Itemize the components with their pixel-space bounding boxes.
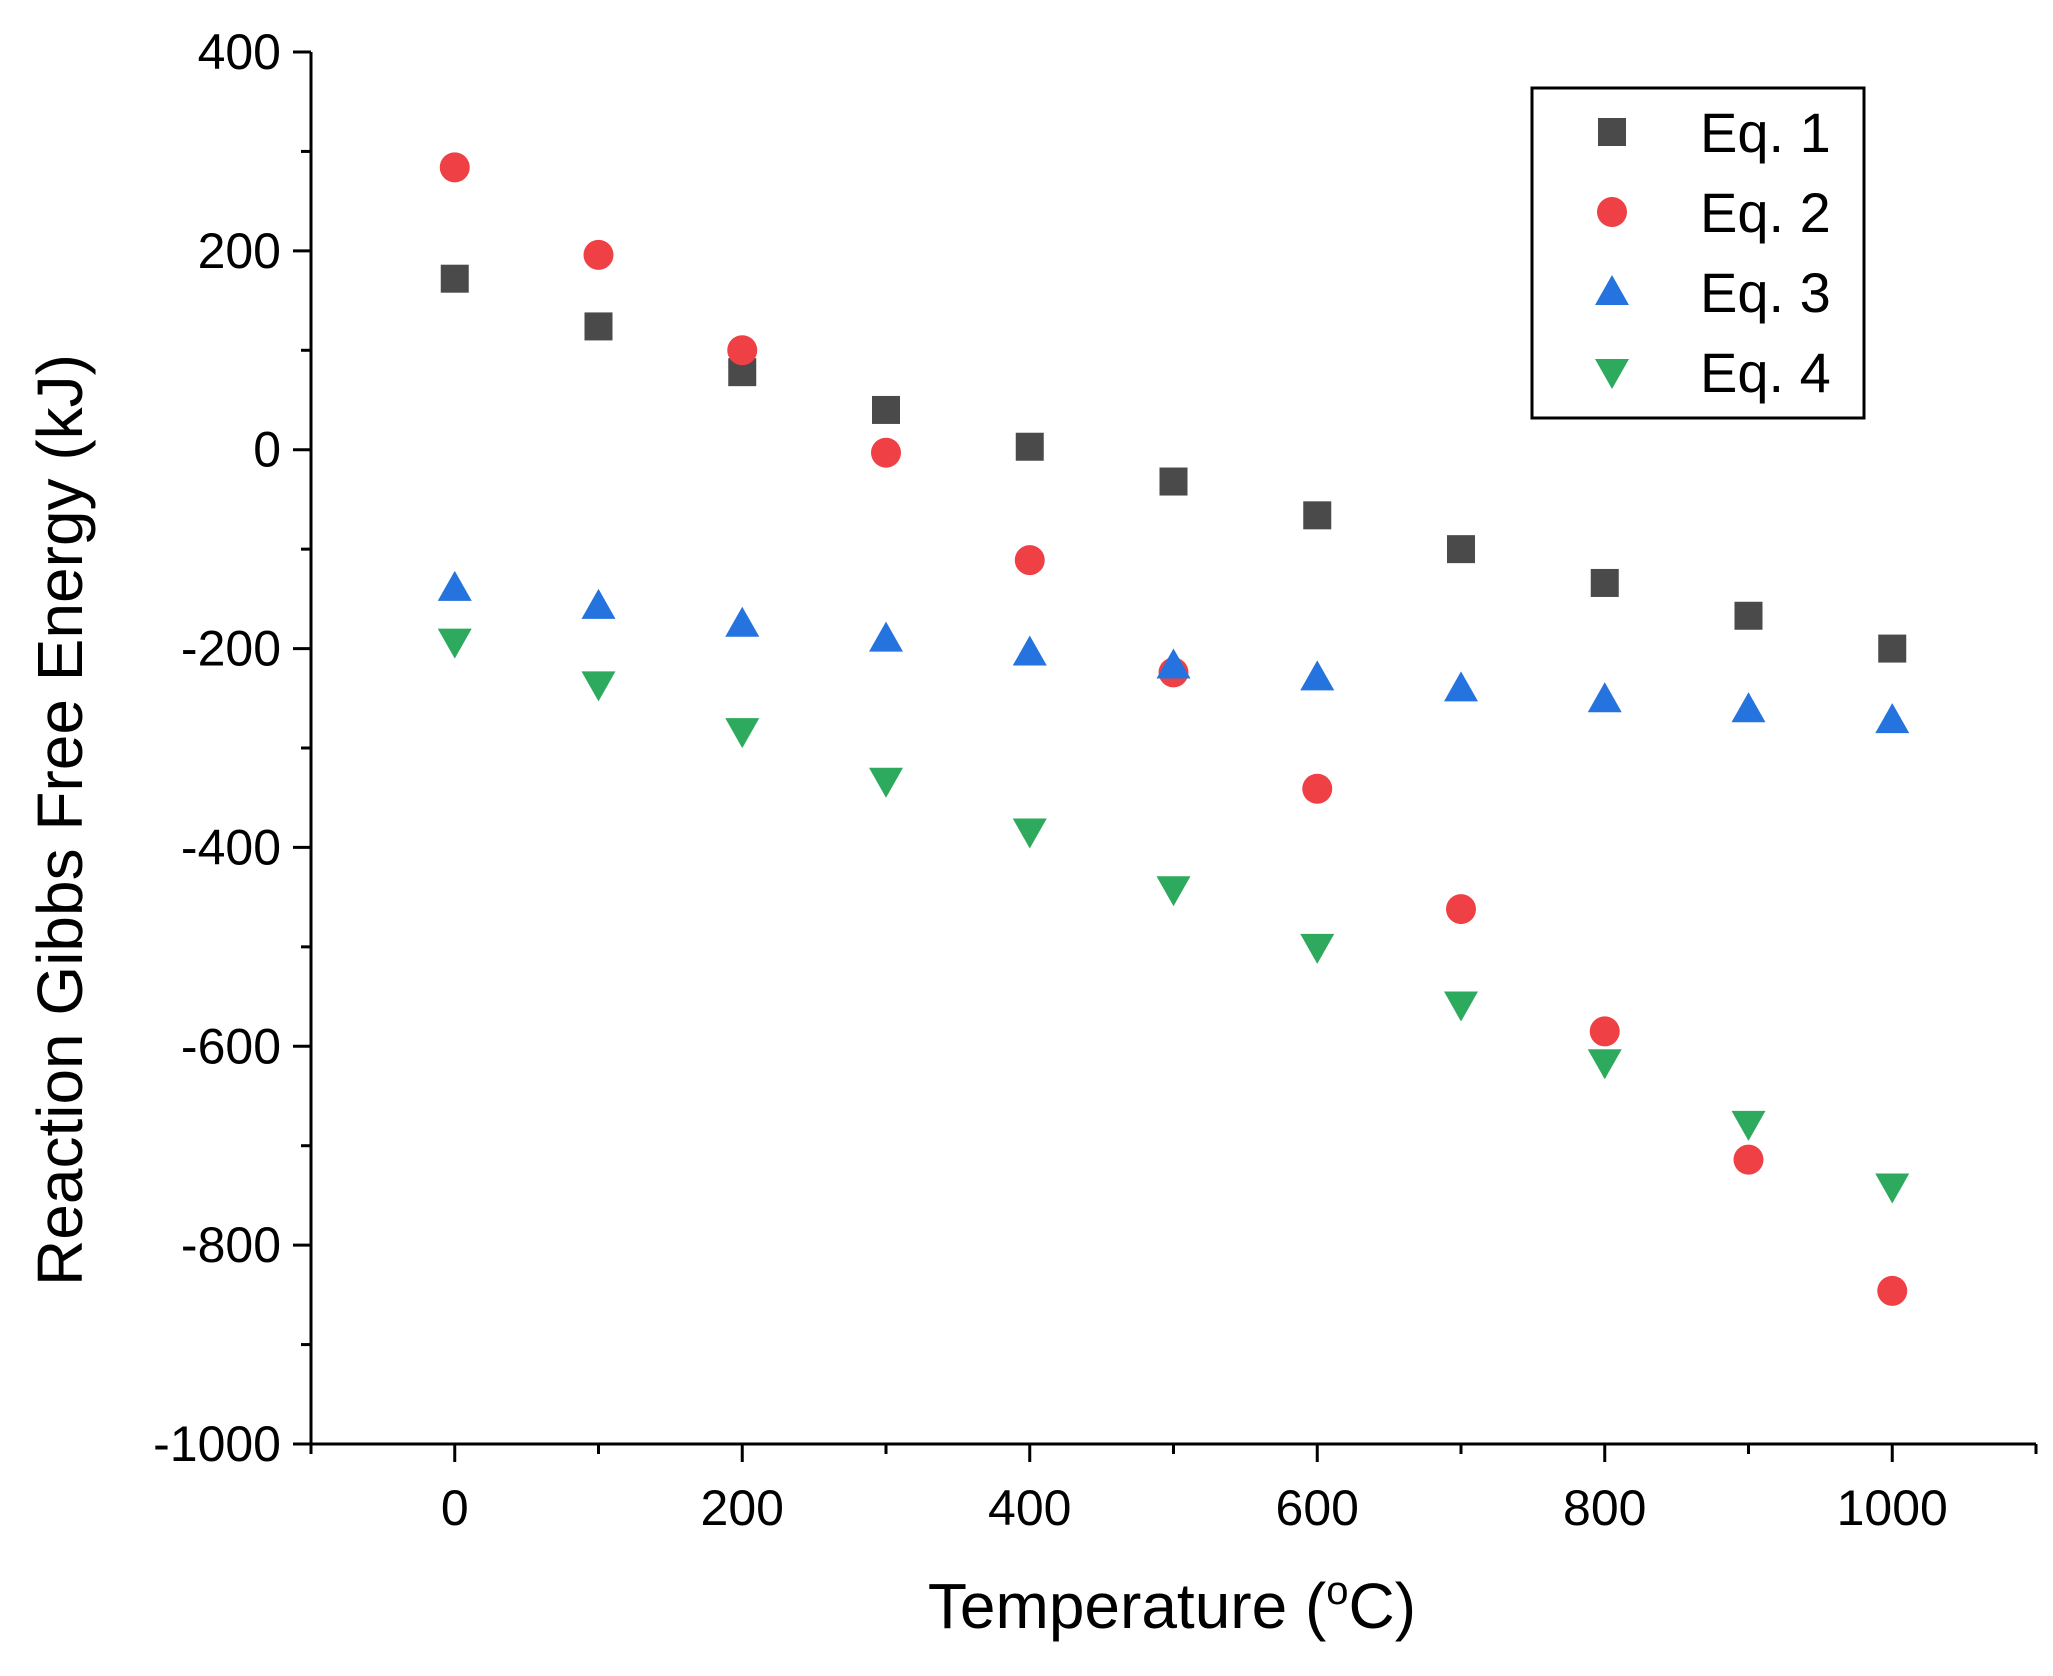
- data-point: [1303, 501, 1332, 530]
- x-tick-label: 200: [701, 1480, 784, 1536]
- series-2: [439, 152, 1908, 1306]
- data-point: [727, 335, 758, 366]
- x-axis-title-superscript: o: [1326, 1569, 1348, 1613]
- x-tick-label: 1000: [1837, 1480, 1948, 1536]
- data-point: [1446, 894, 1476, 925]
- data-point: [1875, 703, 1910, 734]
- legend-label: Eq. 2: [1700, 181, 1831, 244]
- data-point: [1590, 568, 1619, 597]
- legend-marker: [1598, 118, 1626, 146]
- data-point: [1156, 876, 1191, 907]
- legend: Eq. 1 Eq. 2 Eq. 3 Eq. 4: [1530, 86, 1866, 420]
- data-point: [1587, 682, 1622, 713]
- data-point: [1733, 1144, 1764, 1175]
- data-point: [1875, 1173, 1910, 1204]
- series-1: [440, 264, 1907, 663]
- data-point: [437, 628, 472, 659]
- x-axis-title-tail: C): [1349, 1570, 1417, 1642]
- y-tick-label: -400: [181, 819, 281, 875]
- data-point: [1877, 1275, 1908, 1306]
- data-point: [1587, 1049, 1622, 1080]
- data-point: [1012, 635, 1047, 666]
- y-tick-label: -800: [181, 1217, 281, 1273]
- data-point: [869, 621, 903, 652]
- y-tick-label: -1000: [153, 1416, 281, 1472]
- data-point: [1156, 648, 1191, 679]
- legend-marker: [1595, 275, 1629, 305]
- data-point: [439, 152, 470, 183]
- legend-marker: [1595, 359, 1629, 389]
- data-point: [1012, 818, 1047, 849]
- data-point: [1734, 601, 1763, 630]
- data-point: [440, 264, 469, 293]
- series-4: [437, 628, 1910, 1204]
- data-point: [581, 588, 616, 619]
- data-point: [437, 570, 472, 601]
- y-axis-ticks: 400 200 0 -200 -400 -600 -800 -1000: [153, 24, 311, 1472]
- data-point: [725, 606, 760, 637]
- legend-marker: [1597, 197, 1627, 227]
- data-point: [584, 312, 613, 341]
- data-point: [583, 239, 614, 270]
- x-tick-label: 800: [1563, 1480, 1646, 1536]
- data-point: [1444, 671, 1478, 702]
- x-axis-title: Temperature (oC): [928, 1569, 1416, 1642]
- x-axis-title-text: Temperature (: [928, 1570, 1326, 1642]
- data-point: [1159, 467, 1188, 496]
- data-point: [1731, 1110, 1766, 1141]
- data-point: [871, 437, 901, 468]
- x-axis-ticks: 0 200 400 600 800 1000: [309, 1444, 2038, 1536]
- y-tick-label: 200: [198, 223, 281, 279]
- data-point: [1300, 933, 1335, 964]
- data-point: [869, 767, 903, 798]
- data-point: [1302, 773, 1333, 804]
- data-point: [1589, 1016, 1620, 1047]
- data-points: [437, 152, 1910, 1306]
- x-tick-label: 0: [441, 1480, 469, 1536]
- data-point: [1015, 432, 1044, 461]
- data-point: [1878, 634, 1907, 663]
- y-tick-label: -200: [181, 621, 281, 677]
- y-tick-label: -600: [181, 1018, 281, 1074]
- data-point: [1014, 545, 1045, 576]
- data-point: [1444, 991, 1478, 1022]
- series-3: [437, 570, 1910, 734]
- y-axis-title: Reaction Gibbs Free Energy (kJ): [24, 354, 96, 1286]
- x-tick-label: 600: [1276, 1480, 1359, 1536]
- legend-label: Eq. 4: [1700, 341, 1831, 404]
- y-tick-label: 0: [253, 422, 281, 478]
- legend-box: [1530, 86, 1866, 420]
- legend-label: Eq. 3: [1700, 261, 1831, 324]
- data-point: [1731, 692, 1766, 723]
- x-tick-label: 400: [988, 1480, 1071, 1536]
- data-point: [725, 718, 760, 749]
- data-point: [1300, 660, 1335, 691]
- y-tick-label: 400: [198, 24, 281, 80]
- legend-label: Eq. 1: [1700, 101, 1831, 164]
- data-point: [872, 395, 900, 424]
- data-point: [1447, 535, 1475, 564]
- data-point: [581, 671, 616, 702]
